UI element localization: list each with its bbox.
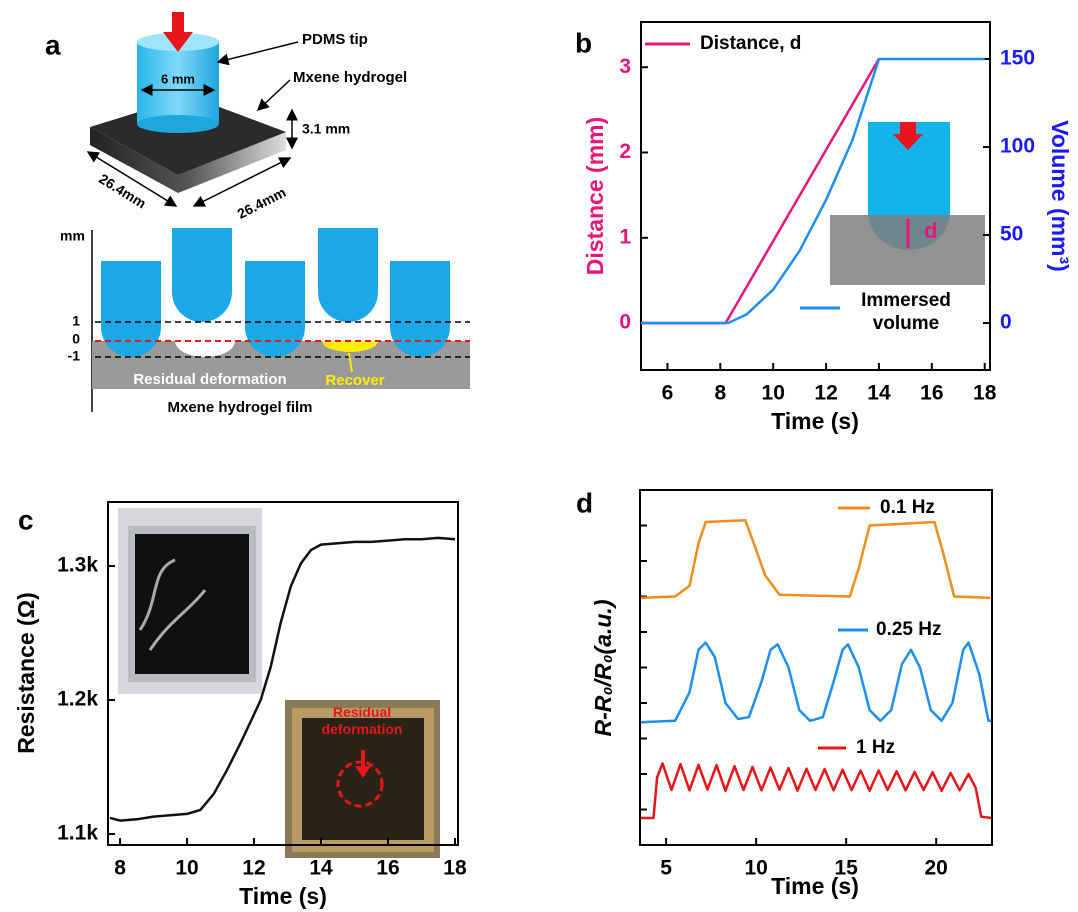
y-tick-label: 3 <box>619 55 631 78</box>
data-line <box>641 763 991 818</box>
tip-shape <box>172 228 232 322</box>
x-tick-label: 14 <box>309 857 333 880</box>
level-label: 0 <box>72 331 80 347</box>
level-label: 1 <box>72 313 80 329</box>
tip-diameter: 6 mm <box>161 71 195 86</box>
data-line <box>641 643 991 723</box>
y2-axis-label: Volume (mm³) <box>1047 120 1073 272</box>
y-tick-label: 1.1k <box>57 822 98 845</box>
width-label: 26.4mm <box>96 170 149 211</box>
legend-label: 1 Hz <box>856 737 895 758</box>
legend-label: Immersed volume <box>846 290 966 336</box>
panel-label: a <box>45 29 61 60</box>
y-axis-label: Resistance (Ω) <box>13 592 39 754</box>
x-axis-label: Time (s) <box>771 873 859 899</box>
tip-shape <box>390 261 450 357</box>
inset-arrow <box>900 122 916 136</box>
axis-unit: mm <box>60 228 85 244</box>
tip-shape <box>318 228 378 322</box>
y-tick-label: 0 <box>619 311 631 334</box>
x-tick-label: 18 <box>443 857 467 880</box>
photos <box>118 508 440 858</box>
y-axis-label: R-R₀/R₀(a.u.) <box>590 600 616 737</box>
x-tick-label: 10 <box>175 857 198 880</box>
film-label: Mxene hydrogel film <box>167 399 312 416</box>
thickness-label: 3.1 mm <box>302 121 350 137</box>
x-tick-label: 12 <box>814 382 837 405</box>
legend-label: 0.1 Hz <box>880 497 935 518</box>
data-line <box>641 520 990 598</box>
x-tick-label: 16 <box>376 857 399 880</box>
x-tick-label: 6 <box>662 382 674 405</box>
y-axis-label: Distance (mm) <box>582 117 608 275</box>
x-axis-label: Time (s) <box>239 883 327 909</box>
x-tick-label: 5 <box>660 857 672 880</box>
figure-canvas: a 6 mm PDMS tip Mxene hydrogel 3.1 mm 26… <box>0 0 1078 912</box>
x-tick-label: 10 <box>744 857 767 880</box>
residual-label: Residual deformation <box>133 371 286 388</box>
y2-tick-label: 100 <box>1000 135 1035 158</box>
y2-tick-label: 150 <box>1000 47 1035 70</box>
panel-label: c <box>18 504 34 535</box>
y2-tick-label: 50 <box>1000 223 1023 246</box>
x-tick-label: 16 <box>920 382 943 405</box>
inset: d <box>830 122 985 285</box>
legend-label: 0.25 Hz <box>876 619 941 640</box>
y-tick-label: 2 <box>619 140 631 163</box>
y-tick-label: 1 <box>619 225 631 248</box>
hydrogel-label: Mxene hydrogel <box>293 69 407 86</box>
leader <box>218 42 298 62</box>
x-tick-label: 8 <box>114 857 126 880</box>
tip-label: PDMS tip <box>302 31 368 48</box>
tip-shape <box>101 261 161 357</box>
x-tick-label: 10 <box>762 382 785 405</box>
x-tick-label: 14 <box>867 382 891 405</box>
level-label: -1 <box>68 348 81 364</box>
length-label: 26.4mm <box>235 184 289 222</box>
tip-base <box>137 115 219 133</box>
x-tick-label: 8 <box>714 382 726 405</box>
legend-label: Distance, d <box>700 33 801 54</box>
tip-shape <box>245 261 305 357</box>
leader <box>258 80 290 110</box>
force-arrow <box>172 12 184 34</box>
x-axis-label: Time (s) <box>771 408 859 434</box>
inset-label: d <box>924 218 937 243</box>
annotation: Residual deformation <box>300 704 424 738</box>
x-tick-label: 20 <box>925 857 948 880</box>
x-tick-label: 12 <box>242 857 265 880</box>
recover-label: Recover <box>325 372 384 389</box>
panel-label: d <box>576 487 593 518</box>
y2-tick-label: 0 <box>1000 311 1012 334</box>
figure: a 6 mm PDMS tip Mxene hydrogel 3.1 mm 26… <box>0 0 1078 912</box>
y-tick-label: 1.3k <box>57 554 98 577</box>
y-tick-label: 1.2k <box>57 688 98 711</box>
panel-label: b <box>575 27 592 58</box>
panel-a: a 6 mm PDMS tip Mxene hydrogel 3.1 mm 26… <box>45 12 470 416</box>
x-tick-label: 18 <box>973 382 997 405</box>
